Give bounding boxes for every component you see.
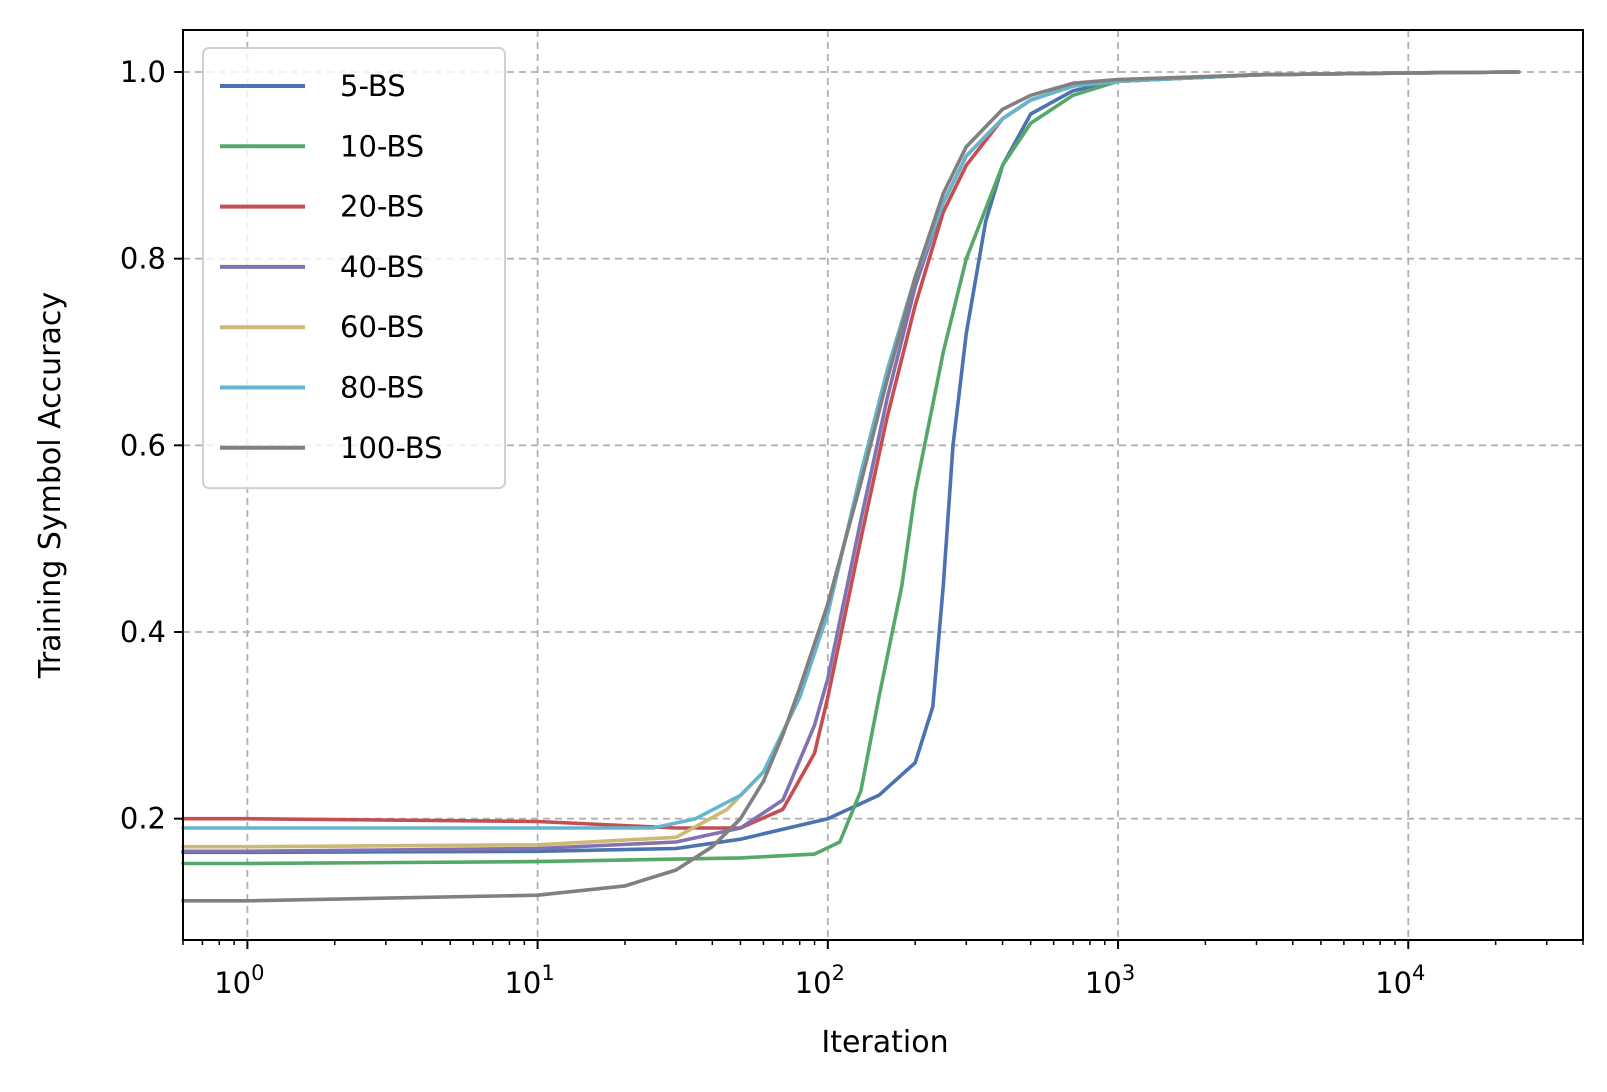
legend-box — [202, 47, 506, 490]
series-line-80-bs — [181, 70, 1521, 830]
legend-label: 40-BS — [340, 250, 424, 284]
legend-label: 100-BS — [340, 431, 443, 465]
x-tick-label: 101 — [504, 961, 554, 1000]
x-tick-label: 104 — [1375, 961, 1425, 1000]
x-tick-label: 100 — [214, 961, 264, 1000]
y-tick-label: 1.0 — [120, 55, 166, 89]
legend-label: 20-BS — [340, 190, 424, 224]
series-line-100-bs — [181, 70, 1521, 903]
y-tick-label: 0.6 — [120, 428, 166, 462]
legend-label: 10-BS — [340, 129, 424, 163]
axis-ticks — [174, 71, 1584, 949]
plot-area-frame — [182, 29, 1584, 941]
y-tick-label: 0.2 — [120, 802, 166, 836]
y-axis-title: Training Symbol Accuracy — [33, 292, 68, 679]
x-axis-title: Iteration — [821, 1025, 948, 1060]
x-tick-label: 103 — [1085, 961, 1135, 1000]
legend-label: 60-BS — [340, 310, 424, 344]
tick-labels: 100 101 102 103 104 0.2 0.4 0.6 0.8 1.0 — [120, 55, 1426, 1000]
legend: 5-BS 10-BS 20-BS 40-BS 60-BS 80-BS 100-BS — [202, 47, 506, 490]
y-tick-label: 0.4 — [120, 615, 166, 649]
x-tick-label: 102 — [795, 961, 845, 1000]
series-lines — [181, 70, 1521, 903]
legend-label: 80-BS — [340, 371, 424, 405]
y-tick-label: 0.8 — [120, 242, 166, 276]
legend-label: 5-BS — [340, 69, 406, 103]
